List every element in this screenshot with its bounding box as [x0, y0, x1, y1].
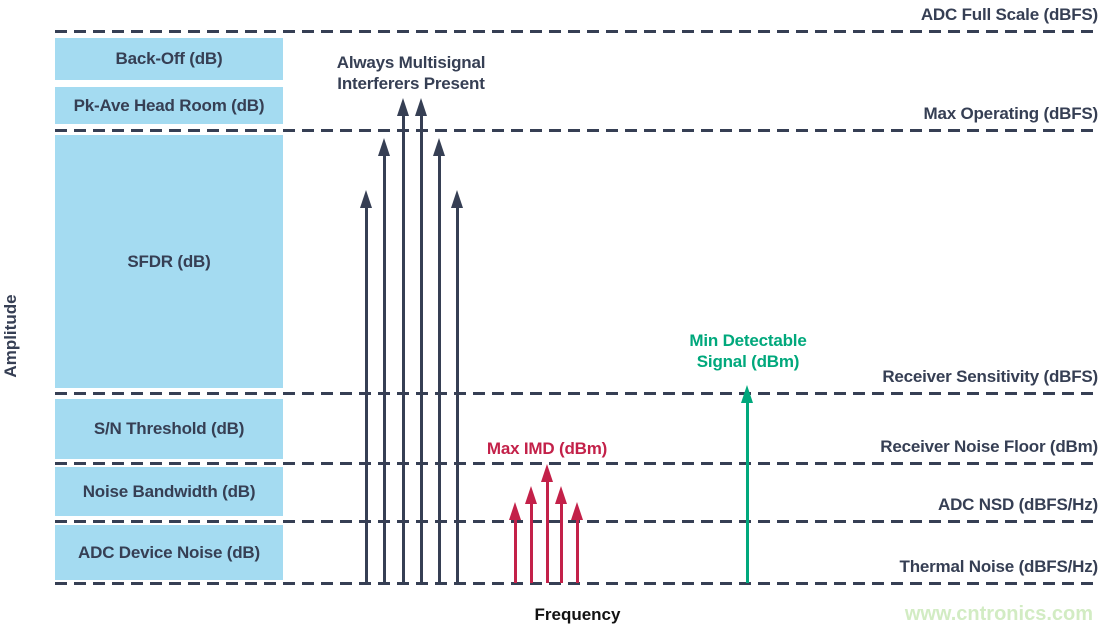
imd-arrows-shaft-4 — [575, 517, 579, 583]
level-label-adc-nsd-dbfs-hz: ADC NSD (dBFS/Hz) — [938, 495, 1098, 514]
interferer-arrows-head-3 — [414, 98, 427, 116]
min-signal-arrow-shaft-0 — [745, 400, 749, 583]
imd-arrows-shaft-2 — [545, 479, 549, 583]
interferer-arrows-shaft-5 — [455, 205, 459, 583]
box-pk-ave-head-room-db: Pk-Ave Head Room (dB) — [55, 87, 283, 124]
box-adc-device-noise-db: ADC Device Noise (dB) — [55, 525, 283, 580]
imd-arrows-shaft-3 — [559, 501, 563, 583]
y-axis-label: Amplitude — [1, 294, 20, 378]
interferers-label: Always Multisignal Interferers Present — [261, 52, 561, 94]
level-label-adc-full-scale-dbfs: ADC Full Scale (dBFS) — [920, 5, 1098, 24]
level-line-max-operating-dbfs — [55, 129, 1100, 132]
interferer-arrows-head-4 — [432, 138, 445, 156]
level-label-thermal-noise-dbfs-hz: Thermal Noise (dBFS/Hz) — [899, 557, 1099, 576]
level-line-thermal-noise-dbfs-hz — [55, 582, 1100, 585]
interferer-arrows-shaft-2 — [401, 113, 405, 583]
min-detectable-label-line-1: Min Detectable — [689, 331, 807, 350]
interferer-arrows-shaft-1 — [382, 153, 386, 583]
min-signal-arrow-head-0 — [740, 385, 753, 403]
interferers-label-line-2: Interferers Present — [337, 74, 485, 93]
min-detectable-label-line-2: Signal (dBm) — [696, 352, 800, 371]
min-detectable-label: Min Detectable Signal (dBm) — [598, 330, 898, 372]
imd-arrows-shaft-0 — [513, 517, 517, 583]
level-label-max-operating-dbfs: Max Operating (dBFS) — [923, 104, 1098, 123]
imd-arrows-head-4 — [570, 502, 583, 520]
interferer-arrows-head-5 — [450, 190, 463, 208]
interferer-arrows-head-2 — [396, 98, 409, 116]
imd-arrows-head-0 — [508, 502, 521, 520]
interferer-arrows-shaft-3 — [419, 113, 423, 583]
watermark: www.cntronics.com — [904, 603, 1093, 625]
level-label-receiver-noise-floor-dbm: Receiver Noise Floor (dBm) — [880, 437, 1098, 456]
imd-arrows-shaft-1 — [529, 501, 533, 583]
interferer-arrows-head-0 — [359, 190, 372, 208]
box-back-off-db: Back-Off (dB) — [55, 38, 283, 80]
interferer-arrows-shaft-0 — [364, 205, 368, 583]
box-s-n-threshold-db: S/N Threshold (dB) — [55, 399, 283, 459]
interferer-arrows-shaft-4 — [437, 153, 441, 583]
interferer-arrows-head-1 — [377, 138, 390, 156]
imd-arrows-head-3 — [554, 486, 567, 504]
box-noise-bandwidth-db: Noise Bandwidth (dB) — [55, 467, 283, 516]
imd-arrows-head-1 — [524, 486, 537, 504]
interferers-label-line-1: Always Multisignal — [336, 53, 486, 72]
x-axis-label: Frequency — [534, 605, 621, 624]
level-line-receiver-noise-floor-dbm — [55, 462, 1100, 465]
max-imd-label: Max IMD (dBm) — [397, 438, 697, 459]
level-label-receiver-sensitivity-dbfs: Receiver Sensitivity (dBFS) — [882, 367, 1098, 386]
max-imd-label-line-1: Max IMD (dBm) — [486, 439, 608, 458]
imd-arrows-head-2 — [540, 464, 553, 482]
level-line-receiver-sensitivity-dbfs — [55, 392, 1100, 395]
box-sfdr-db: SFDR (dB) — [55, 135, 283, 388]
level-line-adc-full-scale-dbfs — [55, 30, 1100, 33]
